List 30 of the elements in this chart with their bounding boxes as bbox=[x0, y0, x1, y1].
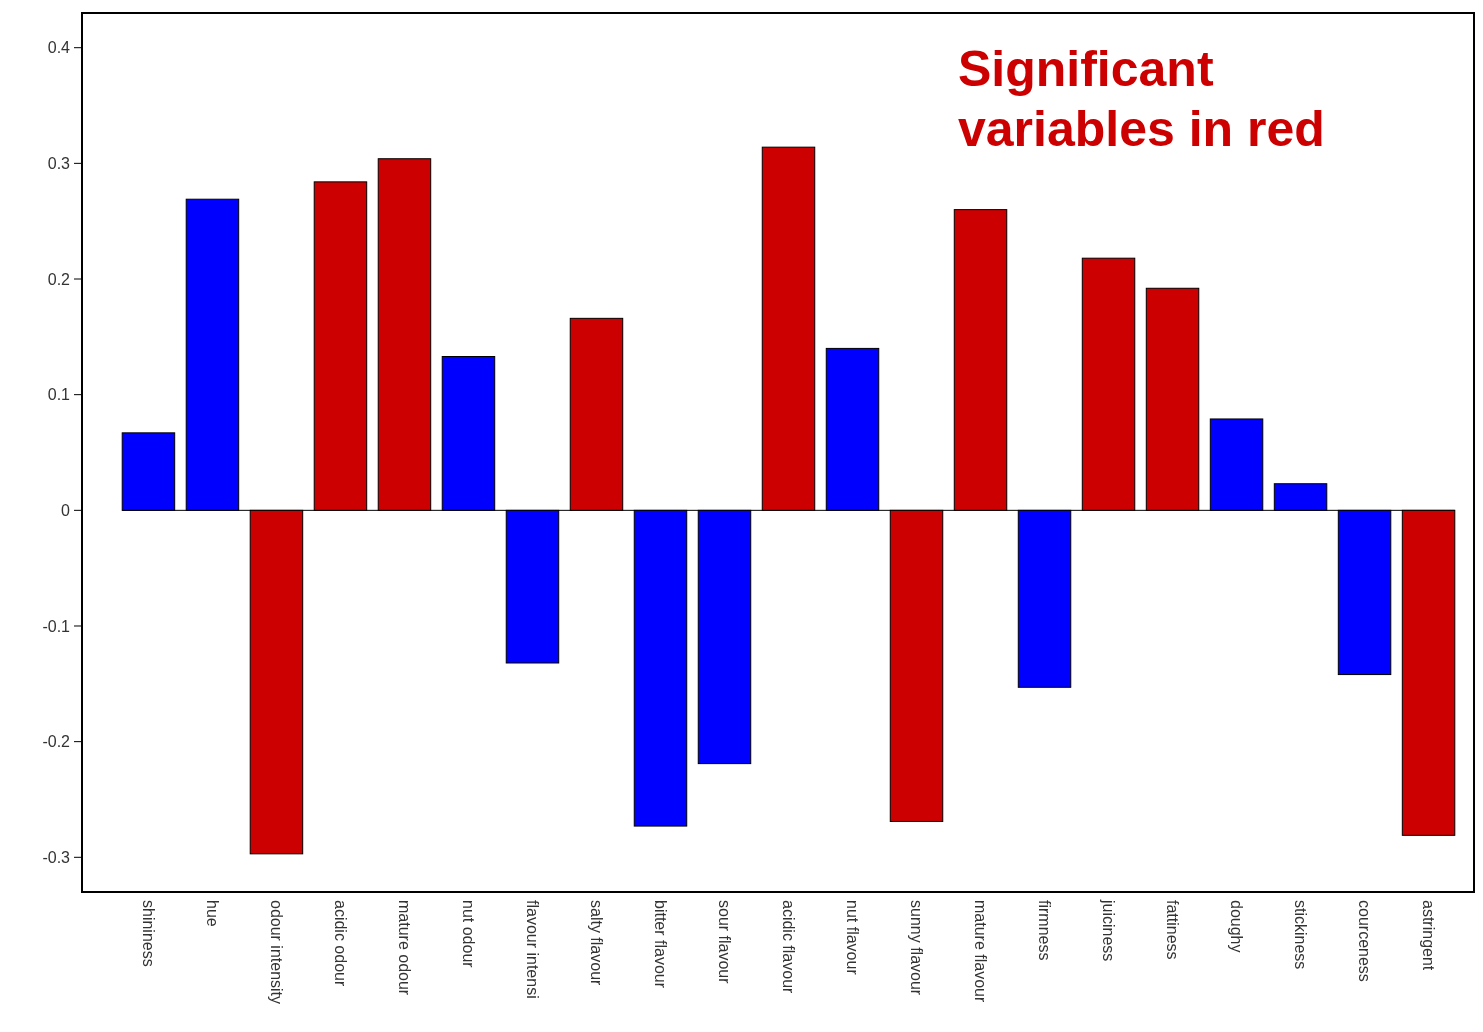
x-tick-label: acidic odour bbox=[331, 900, 349, 987]
x-tick-label: bitter flavour bbox=[651, 900, 669, 989]
x-tick-label: hue bbox=[203, 900, 221, 927]
y-tick-label: -0.2 bbox=[42, 733, 71, 751]
x-tick-label: acidic flavour bbox=[779, 900, 797, 995]
x-tick-label: mature flavour bbox=[971, 900, 989, 1003]
x-tick-label: mature odour bbox=[395, 900, 413, 996]
x-tick-label: odour intensity bbox=[267, 900, 285, 1005]
x-tick-label: sunny flavour bbox=[907, 900, 925, 996]
x-tick-label: fattiness bbox=[1163, 900, 1181, 960]
x-tick-label: juiciness bbox=[1099, 899, 1117, 962]
x-tick-label: shininess bbox=[139, 900, 157, 967]
y-tick-label: -0.1 bbox=[42, 617, 71, 635]
x-tick-label: doughy bbox=[1227, 900, 1245, 953]
x-tick-label: salty flavour bbox=[587, 900, 605, 987]
y-tick-label: 0.3 bbox=[47, 154, 71, 172]
y-tick-label: 0.4 bbox=[47, 39, 71, 57]
x-tick-label: firmness bbox=[1035, 900, 1053, 961]
x-tick-label: flavour intensi bbox=[523, 900, 541, 999]
y-tick-label: 0.2 bbox=[47, 270, 71, 288]
y-tick-label: 0.1 bbox=[47, 386, 71, 404]
annotation: Significant variables in red bbox=[958, 41, 1325, 157]
y-tick-label: -0.3 bbox=[42, 848, 71, 866]
x-tick-label: sour flavour bbox=[715, 900, 733, 985]
y-tick-label: 0 bbox=[61, 501, 71, 519]
x-tick-label: nut odour bbox=[459, 900, 477, 969]
x-tick-label: astringent bbox=[1419, 900, 1437, 971]
x-tick-label: nut flavour bbox=[843, 900, 861, 976]
x-tick-label: stickiness bbox=[1291, 900, 1309, 970]
x-tick-label: courceness bbox=[1355, 900, 1373, 982]
